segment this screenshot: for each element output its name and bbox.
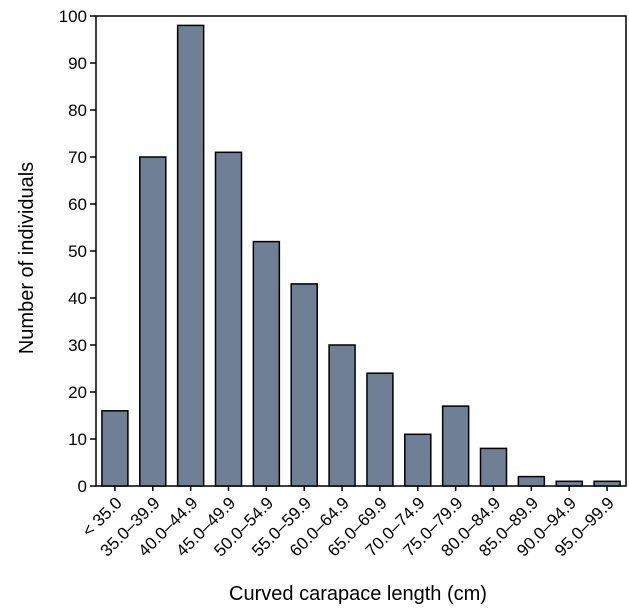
y-tick-label: 40 bbox=[68, 289, 87, 308]
bar bbox=[252, 240, 281, 487]
bar bbox=[176, 24, 205, 487]
y-tick-label: 80 bbox=[68, 101, 87, 120]
y-tick-label: 20 bbox=[68, 383, 87, 402]
bar bbox=[517, 475, 546, 487]
bar bbox=[555, 480, 583, 487]
y-tick-label: 10 bbox=[68, 430, 87, 449]
y-tick-label: 50 bbox=[68, 242, 87, 261]
plot-frame bbox=[95, 15, 627, 487]
y-tick-label: 0 bbox=[78, 477, 87, 496]
bar bbox=[441, 405, 470, 487]
bar bbox=[214, 151, 243, 487]
bar bbox=[404, 433, 432, 487]
x-axis-title: Curved carapace length (cm) bbox=[229, 583, 487, 605]
bar bbox=[328, 344, 356, 487]
y-tick-label: 70 bbox=[68, 148, 87, 167]
bar bbox=[593, 480, 621, 487]
y-tick-label: 60 bbox=[68, 195, 87, 214]
y-tick-label: 90 bbox=[68, 54, 87, 73]
bar bbox=[101, 410, 129, 487]
y-tick-label: 100 bbox=[59, 7, 87, 26]
bar bbox=[290, 283, 318, 487]
bar bbox=[479, 447, 508, 487]
y-tick-label: 30 bbox=[68, 336, 87, 355]
bar bbox=[366, 372, 394, 487]
y-axis-title: Number of individuals bbox=[16, 162, 38, 354]
bar bbox=[139, 156, 167, 487]
